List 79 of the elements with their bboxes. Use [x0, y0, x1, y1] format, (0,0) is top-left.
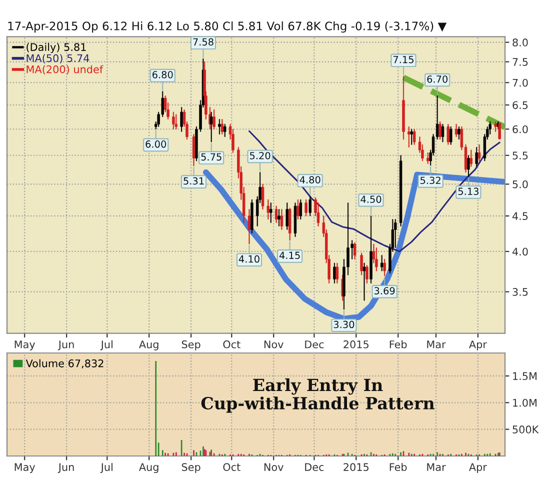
y-tick-label: 5.5: [512, 152, 528, 160]
candlestick: [220, 119, 224, 134]
annotation: 5.13: [458, 188, 479, 196]
x-tick-label: Jun: [58, 340, 74, 350]
x-tick-label: Nov: [264, 463, 284, 472]
candlestick: [248, 209, 251, 244]
y-tick-label: 6.0: [512, 125, 528, 134]
x-tick-label: Dec: [305, 463, 324, 472]
candlestick: [308, 196, 312, 216]
y-tick-label: 6.5: [512, 101, 528, 110]
x-tick-label: 2015: [344, 463, 368, 472]
x-tick-label: Jul: [100, 462, 112, 473]
candlestick: [426, 152, 430, 164]
x-tick-label: Apr: [469, 340, 487, 350]
y-tick-label: 7.5: [512, 58, 528, 66]
y-tick-label: 500K: [512, 426, 539, 434]
x-tick-label: Feb: [390, 340, 407, 348]
candlestick: [410, 128, 413, 145]
y-tick-label: 1.0M: [513, 398, 536, 407]
x-tick-label: Oct: [223, 340, 240, 348]
x-tick-label: Mar: [427, 340, 446, 348]
x-tick-label: Aug: [139, 463, 158, 474]
x-tick-label: Jul: [100, 340, 112, 350]
annotation: 5.32: [420, 176, 440, 184]
x-tick-label: Nov: [264, 340, 284, 348]
x-tick-label: 2015: [344, 340, 368, 348]
annotation: 4.80: [300, 176, 320, 184]
annotation: 6.70: [427, 75, 448, 83]
annotation: 3.69: [374, 287, 395, 294]
y-tick-label: 4.0: [512, 248, 528, 256]
y-tick-label: 5.0: [512, 180, 528, 188]
annotation: 5.75: [201, 153, 222, 161]
candlestick: [362, 262, 366, 301]
annotation: 6.80: [152, 71, 173, 78]
legend-label: MA(200) undef: [26, 65, 104, 74]
x-tick-label: Oct: [223, 463, 240, 472]
x-tick-label: May: [14, 340, 36, 350]
x-tick-label: May: [14, 463, 36, 474]
annotation: 5.20: [250, 152, 270, 160]
annotation: 6.00: [146, 140, 166, 148]
candlestick: [299, 199, 302, 220]
annotation: Early Entry In Cup-with-Handle Pattern: [201, 378, 434, 413]
x-tick-label: Dec: [305, 340, 324, 348]
candlestick: [336, 262, 339, 284]
candlestick: [478, 144, 481, 162]
y-tick-label: 7.0: [512, 78, 528, 87]
candlestick: [174, 114, 178, 130]
x-tick-label: Sep: [182, 463, 200, 474]
x-tick-label: Mar: [427, 463, 446, 472]
legend-label: Volume 67,832: [26, 359, 104, 368]
y-tick-label: 4.5: [512, 212, 528, 220]
x-tick-label: Apr: [469, 463, 487, 474]
annotation: 4.10: [238, 255, 260, 263]
legend-label: (Daily) 5.81: [26, 42, 86, 54]
x-tick-label: Sep: [182, 340, 200, 350]
candlestick: [412, 128, 416, 145]
x-tick-label: Aug: [139, 340, 158, 350]
chart-subtitle: 17-Apr-2015 Op 6.12 Hi 6.12 Lo 5.80 Cl 5.81 Vol 67.8K Chg -0.19 (-3.17%) ▼: [8, 21, 447, 33]
annotation: 7.58: [193, 38, 214, 46]
candlestick: [353, 242, 356, 260]
x-tick-label: Jun: [58, 463, 74, 473]
candlestick: [280, 209, 284, 230]
y-tick-label: 3.5: [512, 288, 528, 296]
annotation: 4.15: [279, 252, 300, 259]
annotation: 5.31: [184, 177, 204, 185]
annotation: 4.50: [360, 196, 382, 203]
legend-label: MA(50) 5.74: [26, 54, 90, 64]
line-series: [248, 130, 500, 252]
annotation: 3.30: [334, 320, 354, 328]
candlestick: [470, 150, 473, 167]
candlestick: [266, 199, 270, 220]
candlestick: [380, 255, 384, 272]
candlestick: [454, 124, 458, 137]
candlestick: [270, 202, 272, 223]
candlestick: [394, 219, 397, 248]
y-tick-label: 1.5M: [513, 372, 536, 380]
x-tick-label: Feb: [390, 462, 407, 472]
annotation: 7.15: [393, 56, 414, 64]
y-tick-label: 8.0: [512, 38, 528, 46]
